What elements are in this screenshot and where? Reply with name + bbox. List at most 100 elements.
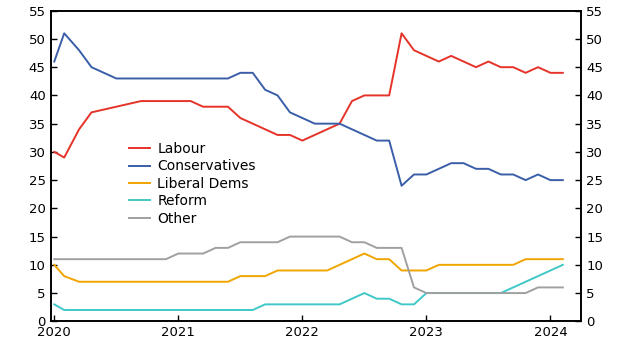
- Conservatives: [423, 172, 430, 177]
- Labour: [472, 65, 480, 69]
- Other: [485, 291, 492, 295]
- Liberal Dems: [522, 257, 530, 261]
- Reform: [311, 302, 319, 307]
- Conservatives: [236, 71, 244, 75]
- Liberal Dems: [249, 274, 257, 278]
- Other: [88, 257, 95, 261]
- Labour: [311, 133, 319, 137]
- Line: Reform: Reform: [54, 265, 563, 310]
- Conservatives: [336, 121, 343, 126]
- Conservatives: [386, 139, 393, 143]
- Conservatives: [398, 183, 405, 188]
- Conservatives: [212, 76, 219, 81]
- Conservatives: [112, 76, 120, 81]
- Conservatives: [199, 76, 207, 81]
- Other: [348, 240, 356, 245]
- Other: [199, 251, 207, 256]
- Liberal Dems: [373, 257, 380, 261]
- Liberal Dems: [410, 268, 418, 273]
- Reform: [262, 302, 269, 307]
- Other: [447, 291, 455, 295]
- Other: [75, 257, 83, 261]
- Labour: [174, 99, 182, 103]
- Reform: [547, 268, 554, 273]
- Reform: [187, 308, 195, 312]
- Liberal Dems: [262, 274, 269, 278]
- Liberal Dems: [112, 280, 120, 284]
- Reform: [249, 308, 257, 312]
- Conservatives: [485, 167, 492, 171]
- Other: [435, 291, 442, 295]
- Labour: [212, 105, 219, 109]
- Reform: [534, 274, 542, 278]
- Other: [386, 246, 393, 250]
- Reform: [174, 308, 182, 312]
- Labour: [509, 65, 517, 69]
- Liberal Dems: [298, 268, 306, 273]
- Other: [236, 240, 244, 245]
- Liberal Dems: [472, 263, 480, 267]
- Labour: [51, 150, 58, 154]
- Liberal Dems: [212, 280, 219, 284]
- Conservatives: [274, 93, 281, 97]
- Reform: [398, 302, 405, 307]
- Other: [298, 235, 306, 239]
- Reform: [137, 308, 145, 312]
- Conservatives: [224, 76, 232, 81]
- Liberal Dems: [497, 263, 504, 267]
- Reform: [522, 280, 530, 284]
- Reform: [61, 308, 68, 312]
- Reform: [224, 308, 232, 312]
- Conservatives: [534, 172, 542, 177]
- Reform: [324, 302, 331, 307]
- Other: [547, 285, 554, 290]
- Liberal Dems: [447, 263, 455, 267]
- Conservatives: [137, 76, 145, 81]
- Other: [509, 291, 517, 295]
- Conservatives: [286, 110, 294, 115]
- Reform: [51, 302, 58, 307]
- Labour: [485, 59, 492, 64]
- Labour: [386, 93, 393, 97]
- Reform: [361, 291, 368, 295]
- Labour: [435, 59, 442, 64]
- Liberal Dems: [61, 274, 68, 278]
- Conservatives: [435, 167, 442, 171]
- Reform: [559, 263, 567, 267]
- Conservatives: [497, 172, 504, 177]
- Labour: [460, 59, 468, 64]
- Reform: [373, 297, 380, 301]
- Reform: [336, 302, 343, 307]
- Conservatives: [187, 76, 195, 81]
- Conservatives: [298, 116, 306, 120]
- Conservatives: [311, 121, 319, 126]
- Other: [224, 246, 232, 250]
- Other: [262, 240, 269, 245]
- Conservatives: [509, 172, 517, 177]
- Reform: [509, 285, 517, 290]
- Labour: [423, 54, 430, 58]
- Conservatives: [348, 127, 356, 131]
- Liberal Dems: [559, 257, 567, 261]
- Labour: [398, 31, 405, 35]
- Other: [559, 285, 567, 290]
- Labour: [547, 71, 554, 75]
- Labour: [286, 133, 294, 137]
- Liberal Dems: [485, 263, 492, 267]
- Other: [534, 285, 542, 290]
- Labour: [75, 127, 83, 131]
- Conservatives: [373, 139, 380, 143]
- Labour: [224, 105, 232, 109]
- Reform: [199, 308, 207, 312]
- Other: [423, 291, 430, 295]
- Other: [187, 251, 195, 256]
- Reform: [236, 308, 244, 312]
- Liberal Dems: [386, 257, 393, 261]
- Conservatives: [361, 133, 368, 137]
- Liberal Dems: [361, 251, 368, 256]
- Labour: [534, 65, 542, 69]
- Other: [61, 257, 68, 261]
- Liberal Dems: [174, 280, 182, 284]
- Liberal Dems: [199, 280, 207, 284]
- Reform: [286, 302, 294, 307]
